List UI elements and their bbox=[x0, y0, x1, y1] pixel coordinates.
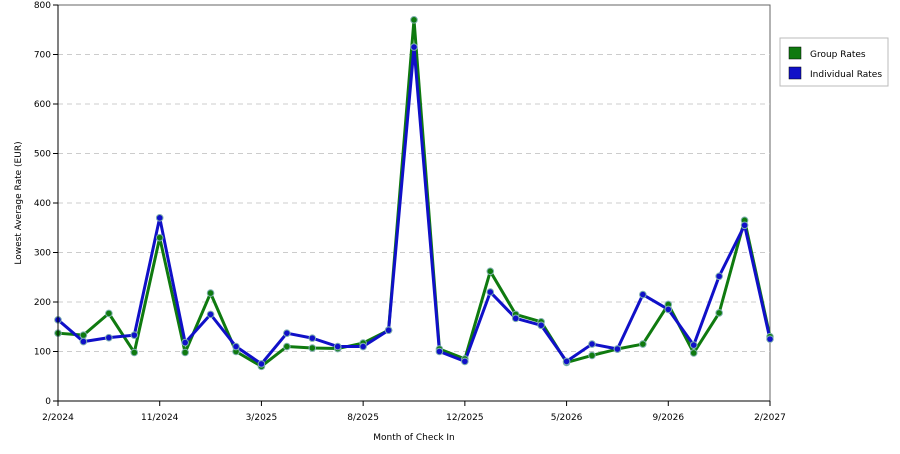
data-point bbox=[512, 315, 519, 322]
data-point bbox=[309, 335, 316, 342]
data-point bbox=[665, 306, 672, 313]
data-point bbox=[309, 345, 316, 352]
x-axis-title: Month of Check In bbox=[373, 433, 455, 443]
data-point bbox=[462, 358, 469, 365]
legend-label-group-rates: Group Rates bbox=[810, 50, 866, 60]
y-tick-label: 700 bbox=[34, 51, 51, 61]
data-point bbox=[538, 322, 545, 329]
data-point bbox=[207, 311, 214, 318]
y-tick-label: 800 bbox=[34, 1, 51, 11]
x-tick-label: 8/2025 bbox=[347, 413, 379, 423]
legend-label-individual-rates: Individual Rates bbox=[810, 70, 882, 80]
y-tick-label: 100 bbox=[34, 348, 51, 358]
data-point bbox=[284, 343, 291, 350]
data-point bbox=[411, 17, 418, 24]
data-point bbox=[767, 336, 774, 343]
data-point bbox=[80, 338, 87, 345]
data-point bbox=[589, 341, 596, 348]
y-tick-label: 400 bbox=[34, 199, 51, 209]
data-point bbox=[385, 327, 392, 334]
data-point bbox=[589, 352, 596, 359]
data-point bbox=[614, 346, 621, 353]
data-point bbox=[411, 44, 418, 51]
data-point bbox=[106, 310, 113, 317]
data-point bbox=[741, 222, 748, 229]
y-tick-label: 500 bbox=[34, 150, 51, 160]
data-point bbox=[284, 330, 291, 337]
data-point bbox=[640, 341, 647, 348]
data-point bbox=[156, 234, 163, 241]
x-tick-label: 9/2026 bbox=[652, 413, 684, 423]
data-point bbox=[563, 358, 570, 365]
data-point bbox=[716, 273, 723, 280]
data-point bbox=[233, 343, 240, 350]
y-tick-label: 600 bbox=[34, 100, 51, 110]
x-tick-label: 3/2025 bbox=[246, 413, 278, 423]
data-point bbox=[487, 268, 494, 275]
data-point bbox=[690, 350, 697, 357]
data-point bbox=[436, 348, 443, 355]
data-point bbox=[258, 361, 265, 368]
data-point bbox=[131, 349, 138, 356]
data-point bbox=[640, 291, 647, 298]
x-tick-label: 5/2026 bbox=[551, 413, 583, 423]
x-tick-label: 2/2024 bbox=[42, 413, 74, 423]
data-point bbox=[360, 343, 367, 350]
legend-swatch-individual-rates bbox=[789, 67, 801, 79]
data-point bbox=[207, 290, 214, 297]
x-tick-label: 12/2025 bbox=[446, 413, 483, 423]
data-point bbox=[182, 349, 189, 356]
data-point bbox=[156, 215, 163, 222]
data-point bbox=[131, 332, 138, 339]
x-tick-label: 2/2027 bbox=[754, 413, 786, 423]
data-point bbox=[182, 339, 189, 346]
y-tick-label: 0 bbox=[45, 397, 51, 407]
data-point bbox=[487, 289, 494, 296]
legend-swatch-group-rates bbox=[789, 47, 801, 59]
y-tick-label: 300 bbox=[34, 249, 51, 259]
x-tick-label: 11/2024 bbox=[141, 413, 179, 423]
y-tick-label: 200 bbox=[34, 298, 51, 308]
data-point bbox=[690, 342, 697, 349]
data-point bbox=[106, 334, 113, 341]
data-point bbox=[80, 332, 87, 339]
data-point bbox=[334, 343, 341, 350]
data-point bbox=[716, 310, 723, 317]
y-axis-title: Lowest Average Rate (EUR) bbox=[14, 141, 24, 264]
legend: Group Rates Individual Rates bbox=[780, 38, 888, 86]
